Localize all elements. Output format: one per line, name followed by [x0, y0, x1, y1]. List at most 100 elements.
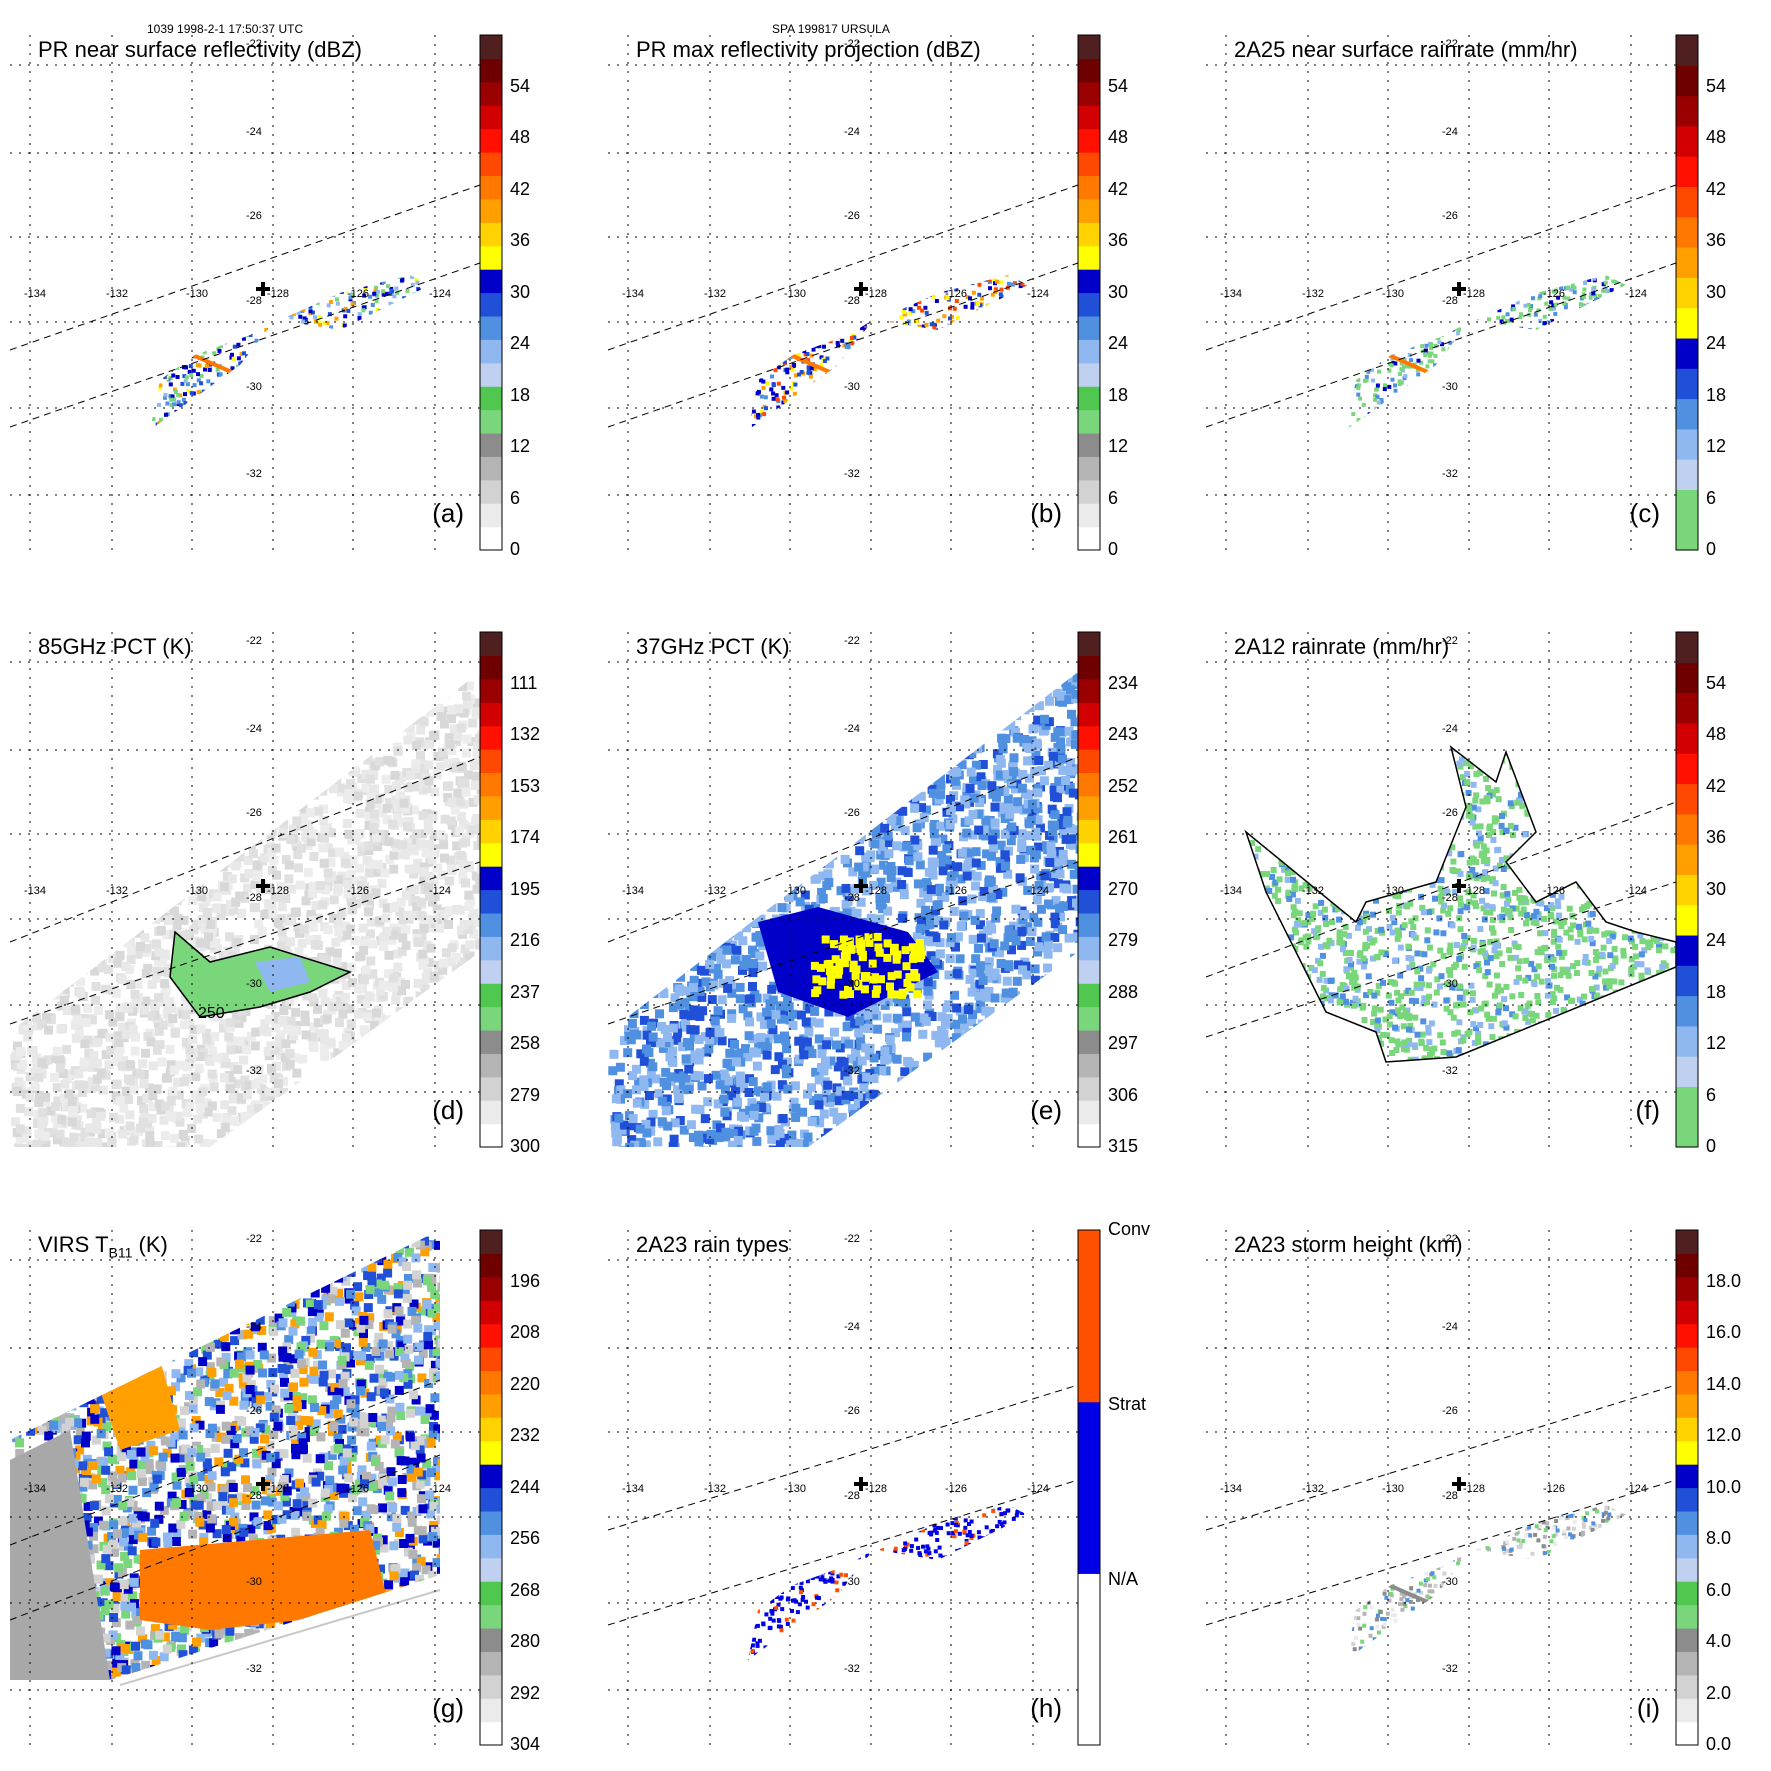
lat-label: -24: [844, 1321, 860, 1333]
panel-letter: (e): [1030, 1095, 1062, 1125]
colorbar-swatch: [1078, 198, 1100, 223]
colorbar-tick-label: 36: [1706, 827, 1727, 847]
panel-i: -134 -132 -130 -128 -126 -124 -22 -24 -26 -28 -30 -…: [1205, 1229, 1766, 1765]
pr-swath-edge: [1205, 262, 1677, 428]
colorbar-tick-label: 306: [1108, 1084, 1139, 1105]
colorbar-swatch: [1078, 1006, 1100, 1031]
colorbar-swatch: [480, 1721, 502, 1746]
colorbar-tick-label: 18: [1706, 384, 1727, 405]
colorbar-swatch: [480, 1300, 502, 1325]
colorbar-swatch: [480, 81, 502, 106]
colorbar-tick-label: 292: [510, 1682, 541, 1703]
lat-label: -22: [246, 1233, 262, 1245]
colorbar-tick-label: 48: [510, 127, 531, 147]
lon-label: -134: [622, 885, 644, 897]
colorbar-swatch: [1078, 269, 1100, 294]
colorbar: 315 306 297 288 279 270 261 252 243 234: [1077, 631, 1158, 1156]
lon-label: -134: [622, 288, 644, 300]
panel-title-text: 2A23 rain types: [636, 1232, 789, 1257]
panel-title: 2A23 rain types: [636, 1232, 789, 1258]
overpass-time-label: 1039 1998-2-1 17:50:37 UTC: [147, 22, 304, 36]
lat-label: -28: [1442, 1490, 1458, 1502]
lon-label: -124: [1625, 1483, 1647, 1495]
colorbar-tick-label: 54: [1706, 75, 1727, 96]
colorbar-swatch: [480, 1100, 502, 1125]
panel-letter: (d): [432, 1095, 464, 1125]
colorbar-tick-label: Strat: [1108, 1394, 1147, 1415]
lon-label: -124: [1027, 288, 1049, 300]
colorbar-tick-label: 36: [1706, 230, 1727, 250]
colorbar-tick-label: 12: [1706, 1033, 1727, 1053]
colorbar-swatch: [480, 503, 502, 528]
lat-lon-grid: -134 -132 -130 -128 -126 -124 -22 -24 -26 -28 -30 -…: [608, 632, 1078, 1147]
lat-label: -30: [844, 381, 860, 393]
lat-label: -22: [844, 38, 860, 50]
panel-letter: (b): [1030, 498, 1062, 528]
colorbar-swatch: [1078, 222, 1100, 247]
colorbar: 0.0 2.0 4.0 6.0 8.0 10.0 12.0 14.0 16.0 18.0: [1675, 1229, 1756, 1754]
lat-label: -26: [844, 1405, 860, 1417]
lat-label: -28: [1442, 892, 1458, 904]
lon-label: -128: [267, 1483, 289, 1495]
colorbar-tick-label: 18.0: [1706, 1270, 1742, 1291]
storm-center-marker: [256, 879, 270, 893]
colorbar-swatch: [480, 456, 502, 481]
colorbar-tick-label: 14.0: [1706, 1373, 1742, 1394]
pr-swath-edge: [9, 861, 481, 1025]
colorbar-tick-label: 252: [1108, 775, 1139, 796]
lat-label: -24: [1442, 1321, 1458, 1333]
colorbar-tick-label: Conv: [1108, 1219, 1151, 1239]
colorbar-swatch: [480, 1510, 502, 1535]
lat-label: -26: [1442, 807, 1458, 819]
colorbar-swatch: [1078, 1123, 1100, 1148]
colorbar-swatch: [1078, 655, 1100, 680]
storm-center-marker: [1452, 879, 1466, 893]
storm-center-marker: [1452, 282, 1466, 296]
lon-label: -130: [186, 1483, 208, 1495]
colorbar-swatch: [480, 678, 502, 703]
panel-title: PR near surface reflectivity (dBZ): [38, 37, 362, 63]
colorbar-swatch: [480, 1370, 502, 1395]
colorbar-tick-label: 54: [1706, 672, 1727, 693]
storm-center-marker: [256, 282, 270, 296]
lat-label: -32: [1442, 1663, 1458, 1675]
colorbar-swatch: [480, 292, 502, 317]
lat-label: -30: [1442, 381, 1458, 393]
lat-label: -28: [246, 295, 262, 307]
panel-title-unit: (K): [132, 1232, 168, 1257]
panel-title-text: 85GHz PCT (K): [38, 634, 192, 659]
colorbar-swatch: [480, 1604, 502, 1629]
data-field: [748, 1505, 1028, 1660]
colorbar-frame: [479, 631, 503, 1148]
panel-map: 250-134 -132 -130 -128 -126 -124-22-24-26-28-…: [9, 632, 481, 1147]
colorbar-swatch: [1078, 632, 1100, 657]
colorbar-swatch: [1078, 749, 1100, 774]
colorbar-frame: [1675, 631, 1699, 1148]
colorbar-tick-label: 232: [510, 1425, 541, 1445]
colorbar-swatch: [1078, 772, 1100, 797]
lat-label: -26: [844, 807, 860, 819]
colorbar-swatch: [480, 1674, 502, 1699]
colorbar-swatch: [1078, 503, 1100, 528]
colorbar-tick-label: 132: [510, 724, 541, 744]
colorbar-swatch: [1078, 526, 1100, 551]
colorbar-swatch: [1676, 753, 1698, 785]
colorbar-tick-label: 12: [1706, 436, 1727, 456]
pr-swath-edge: [9, 1454, 441, 1621]
lon-label: -124: [429, 1483, 451, 1495]
colorbar-tick-label: 30: [1108, 281, 1129, 302]
lon-label: -124: [429, 885, 451, 897]
panel-f: -134 -132 -130 -128 -126 -124 -22 -24 -26 -28 -30 -…: [1205, 631, 1766, 1167]
colorbar-swatch: [1078, 409, 1100, 434]
lat-label: -22: [1442, 38, 1458, 50]
colorbar-swatch: [480, 1417, 502, 1442]
colorbar-swatch: [1676, 844, 1698, 875]
colorbar-frame: [1675, 34, 1699, 551]
lon-label: -126: [1543, 288, 1565, 300]
colorbar-swatch: [1676, 35, 1698, 66]
data-field: [748, 275, 1028, 430]
colorbar-tick-label: 300: [510, 1136, 541, 1156]
pr-swath-edge: [9, 756, 481, 943]
lat-lon-grid: -134 -132 -130 -128 -126 -124 -22 -24 -26 -28 -30 -…: [10, 632, 480, 1147]
colorbar-swatch: [480, 866, 502, 891]
